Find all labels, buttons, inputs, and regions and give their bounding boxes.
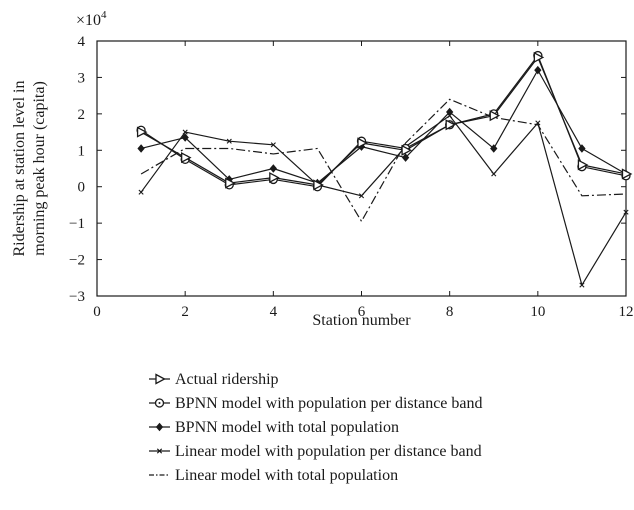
y-tick-label: 3 [78, 70, 86, 86]
data-point-triangle-marker [225, 177, 236, 189]
data-point-triangle-marker [621, 168, 633, 180]
data-point-x-marker [579, 282, 585, 288]
legend-label: BPNN model with total population [175, 419, 399, 436]
data-point-x-marker [182, 129, 188, 135]
data-point-diamond-marker [534, 65, 542, 75]
legend-item: Linear model with total population [149, 467, 398, 484]
legend-label: Linear model with population per distanc… [175, 443, 482, 460]
data-point-diamond-marker [401, 153, 410, 162]
legend-label: Actual ridership [175, 371, 279, 388]
legend-item: Linear model with population per distanc… [149, 443, 482, 460]
data-point-x-marker [491, 171, 497, 177]
legend-label: BPNN model with population per distance … [175, 395, 483, 412]
x-tick-label: 8 [446, 304, 454, 320]
series-line [140, 69, 627, 184]
series-3 [137, 65, 630, 188]
y-tick-label: −3 [69, 289, 85, 305]
y-axis-multiplier: ×104 [76, 9, 107, 29]
x-tick-label: 0 [93, 304, 101, 320]
y-tick-label: 4 [78, 34, 86, 50]
data-point-diamond-marker [578, 144, 586, 153]
y-tick-label: 2 [78, 107, 86, 123]
data-point-diamond-marker [137, 144, 145, 153]
series-2 [136, 50, 631, 192]
data-point-diamond-marker [446, 107, 454, 117]
y-axis-label-line-1: Ridership at station level in [11, 81, 28, 257]
x-tick-label: 4 [270, 304, 278, 320]
series-1 [136, 51, 633, 191]
data-point-triangle-marker [136, 126, 148, 138]
data-point-circle-dot [158, 402, 161, 404]
series-4 [138, 113, 629, 288]
series-5 [140, 98, 627, 222]
data-point-triangle-marker [445, 119, 457, 131]
legend-item: BPNN model with total population [149, 419, 399, 436]
data-point-x-marker [535, 120, 541, 126]
data-point-diamond-marker [269, 164, 277, 173]
data-point-diamond-marker [155, 422, 164, 432]
series-line [140, 98, 627, 222]
y-axis-multiplier-exponent: 4 [101, 9, 107, 21]
data-point-diamond-marker [490, 144, 498, 153]
data-point-triangle-marker [155, 373, 166, 385]
y-axis-multiplier-base: ×10 [76, 12, 101, 29]
x-tick-label: 2 [181, 304, 189, 320]
series-group [136, 50, 633, 288]
series-line [140, 54, 627, 188]
data-point-x-marker [138, 189, 144, 195]
x-tick-label: 10 [530, 304, 545, 320]
x-tick-label: 12 [619, 304, 634, 320]
data-point-triangle-marker [401, 144, 412, 156]
legend-item: Actual ridership [149, 371, 279, 388]
data-point-triangle-marker [357, 137, 368, 149]
legend: Actual ridership BPNN model with populati… [149, 371, 483, 484]
data-point-x-marker [358, 193, 365, 199]
data-point-x-marker [156, 448, 163, 454]
data-point-triangle-marker [181, 151, 192, 164]
series-line [140, 115, 627, 286]
data-point-x-marker [270, 142, 276, 148]
y-tick-label: −2 [69, 253, 85, 269]
legend-item: BPNN model with population per distance … [149, 395, 483, 412]
data-point-triangle-marker [533, 51, 545, 63]
y-axis-label-line-2: morning peak hour (capita) [31, 81, 48, 256]
data-point-triangle-marker [489, 110, 501, 122]
data-point-triangle-marker [313, 179, 324, 191]
x-axis-label: Station number [312, 312, 411, 329]
y-tick-label: −1 [69, 216, 85, 232]
y-tick-label: 1 [78, 143, 86, 159]
y-tick-label: 0 [78, 180, 86, 196]
data-point-triangle-marker [577, 159, 589, 171]
axis-labels: Station number Ridership at station leve… [11, 9, 411, 329]
legend-label: Linear model with total population [175, 467, 398, 484]
data-point-diamond-marker [181, 133, 189, 142]
data-point-x-marker [623, 209, 629, 215]
data-point-x-marker [226, 138, 232, 144]
series-line [140, 56, 627, 186]
data-point-triangle-marker [269, 172, 280, 184]
x-tick-label: 6 [358, 304, 366, 320]
